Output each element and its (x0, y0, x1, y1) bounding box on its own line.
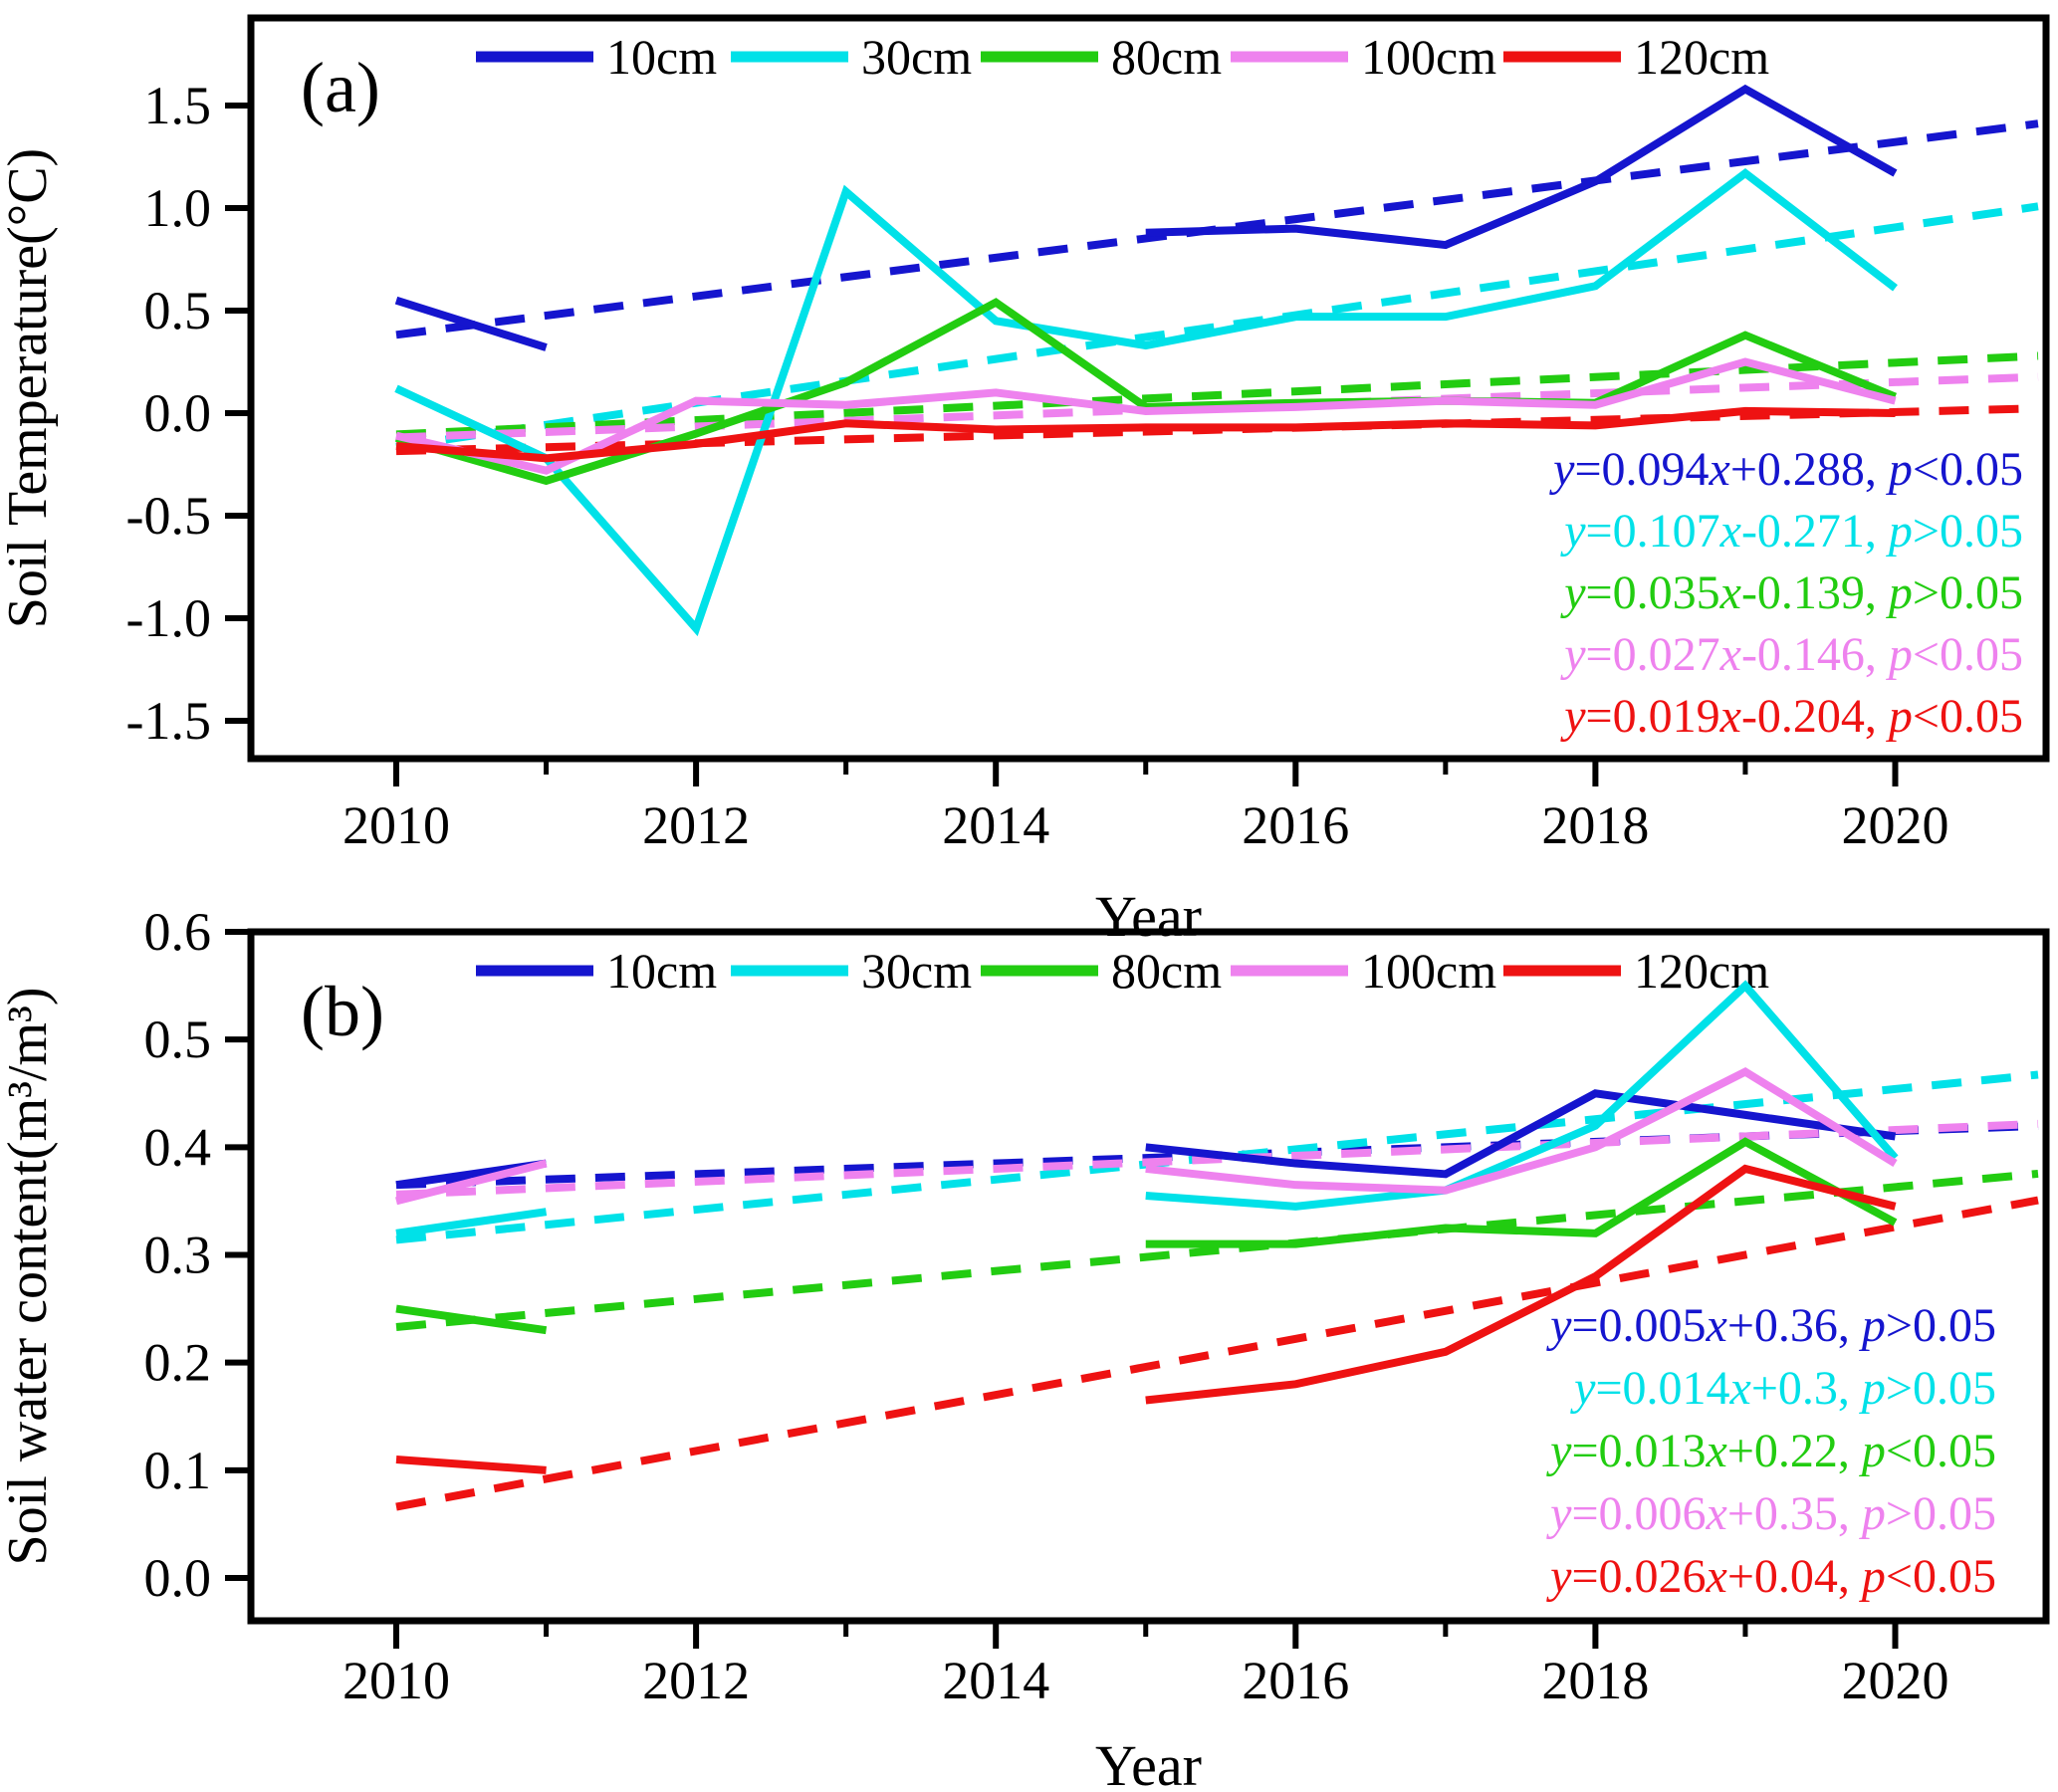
x-tick-label: 2012 (642, 1651, 750, 1710)
y-tick-label: -1.5 (126, 691, 211, 751)
x-tick-label: 2016 (1242, 795, 1349, 855)
data-line-30cm (395, 980, 1899, 1237)
y-tick-label: 1.5 (144, 76, 212, 135)
data-line-120cm (395, 1164, 1897, 1474)
y-tick-label: 1.0 (144, 178, 212, 238)
panel-b: 2010 2012 2014 2016 2018 2020 0.6 0.5 0.4 0.3 0.2 0… (0, 902, 2050, 1792)
x-tick-label: 2014 (942, 1651, 1049, 1710)
y-tick-label: 0.5 (144, 1009, 212, 1069)
data-line-100cm (395, 1067, 1898, 1206)
plot-box (247, 928, 2050, 1625)
x-axis-title: Year (1095, 884, 1202, 949)
panel-label: (a) (301, 48, 380, 127)
x-tick-label: 2014 (942, 795, 1049, 855)
y-axis-title: Soil Temperature(°C) (0, 148, 59, 628)
y-tick-label: 0.5 (144, 281, 212, 340)
y-tick-label: -1.0 (126, 588, 211, 648)
x-tick-label: 2020 (1842, 795, 1949, 855)
legend-label-80cm: 80cm (1111, 943, 1222, 999)
equation-30cm: y=0.014x+0.3, p>0.05 (1569, 1362, 1996, 1415)
legend-label-100cm: 100cm (1361, 943, 1496, 999)
x-tick-label: 2016 (1242, 1651, 1349, 1710)
legend-label-30cm: 30cm (861, 29, 972, 85)
y-tick-label: 0.4 (144, 1117, 212, 1177)
x-axis-title: Year (1095, 1733, 1202, 1792)
x-tick-label: 2010 (343, 795, 450, 855)
legend: 10cm 30cm 80cm 100cm 120cm (476, 943, 1769, 999)
trend-line-10cm (395, 119, 2039, 339)
legend-label-30cm: 30cm (861, 943, 972, 999)
legend-label-80cm: 80cm (1111, 29, 1222, 85)
legend-label-100cm: 100cm (1361, 29, 1496, 85)
y-tick-label: 0.3 (144, 1225, 212, 1284)
y-tick-label: 0.2 (144, 1333, 212, 1393)
equation-120cm: y=0.026x+0.04, p<0.05 (1545, 1550, 1996, 1603)
x-tick-label: 2012 (642, 795, 750, 855)
panel-label: (b) (301, 972, 384, 1051)
equation-80cm: y=0.035x-0.139, p>0.05 (1559, 566, 2023, 619)
trend-line-30cm (395, 202, 2039, 451)
trend-line-100cm (395, 1119, 2039, 1199)
equation-120cm: y=0.019x-0.204, p<0.05 (1559, 690, 2023, 743)
equation-100cm: y=0.006x+0.35, p>0.05 (1545, 1487, 1996, 1540)
x-tick-label: 2010 (343, 1651, 450, 1710)
legend: 10cm 30cm 80cm 100cm 120cm (476, 29, 1769, 85)
legend-label-10cm: 10cm (606, 29, 717, 85)
trend-line-80cm (395, 1169, 2039, 1331)
y-tick-label: 0.6 (144, 902, 212, 962)
trend-line-120cm (395, 1196, 2039, 1511)
legend-label-10cm: 10cm (606, 943, 717, 999)
x-tick-label: 2020 (1842, 1651, 1949, 1710)
y-tick-label: 0.0 (144, 1548, 212, 1608)
equation-30cm: y=0.107x-0.271, p>0.05 (1559, 505, 2023, 558)
data-line-120cm (395, 406, 1896, 463)
legend-label-120cm: 120cm (1634, 29, 1769, 85)
plot-box (247, 14, 2050, 763)
panel-a: 2010 2012 2014 2016 2018 2020 1.5 1.0 0.5 0.0 -0.5… (0, 14, 2050, 949)
y-axis-title: Soil water content(m³/m³) (0, 988, 59, 1566)
y-tick-label: 0.1 (144, 1441, 212, 1500)
equation-80cm: y=0.013x+0.22, p<0.05 (1545, 1425, 1996, 1477)
data-line-100cm (395, 357, 1897, 475)
equation-10cm: y=0.094x+0.288, p<0.05 (1548, 443, 2023, 496)
y-tick-label: -0.5 (126, 486, 211, 546)
equation-100cm: y=0.027x-0.146, p<0.05 (1559, 628, 2023, 681)
data-line-80cm (395, 1137, 1898, 1335)
equation-10cm: y=0.005x+0.36, p>0.05 (1545, 1299, 1996, 1352)
data-line-30cm (394, 167, 1898, 637)
x-tick-label: 2018 (1541, 795, 1649, 855)
y-tick-label: 0.0 (144, 383, 212, 443)
x-tick-label: 2018 (1541, 1651, 1649, 1710)
data-line-10cm (394, 84, 1898, 351)
